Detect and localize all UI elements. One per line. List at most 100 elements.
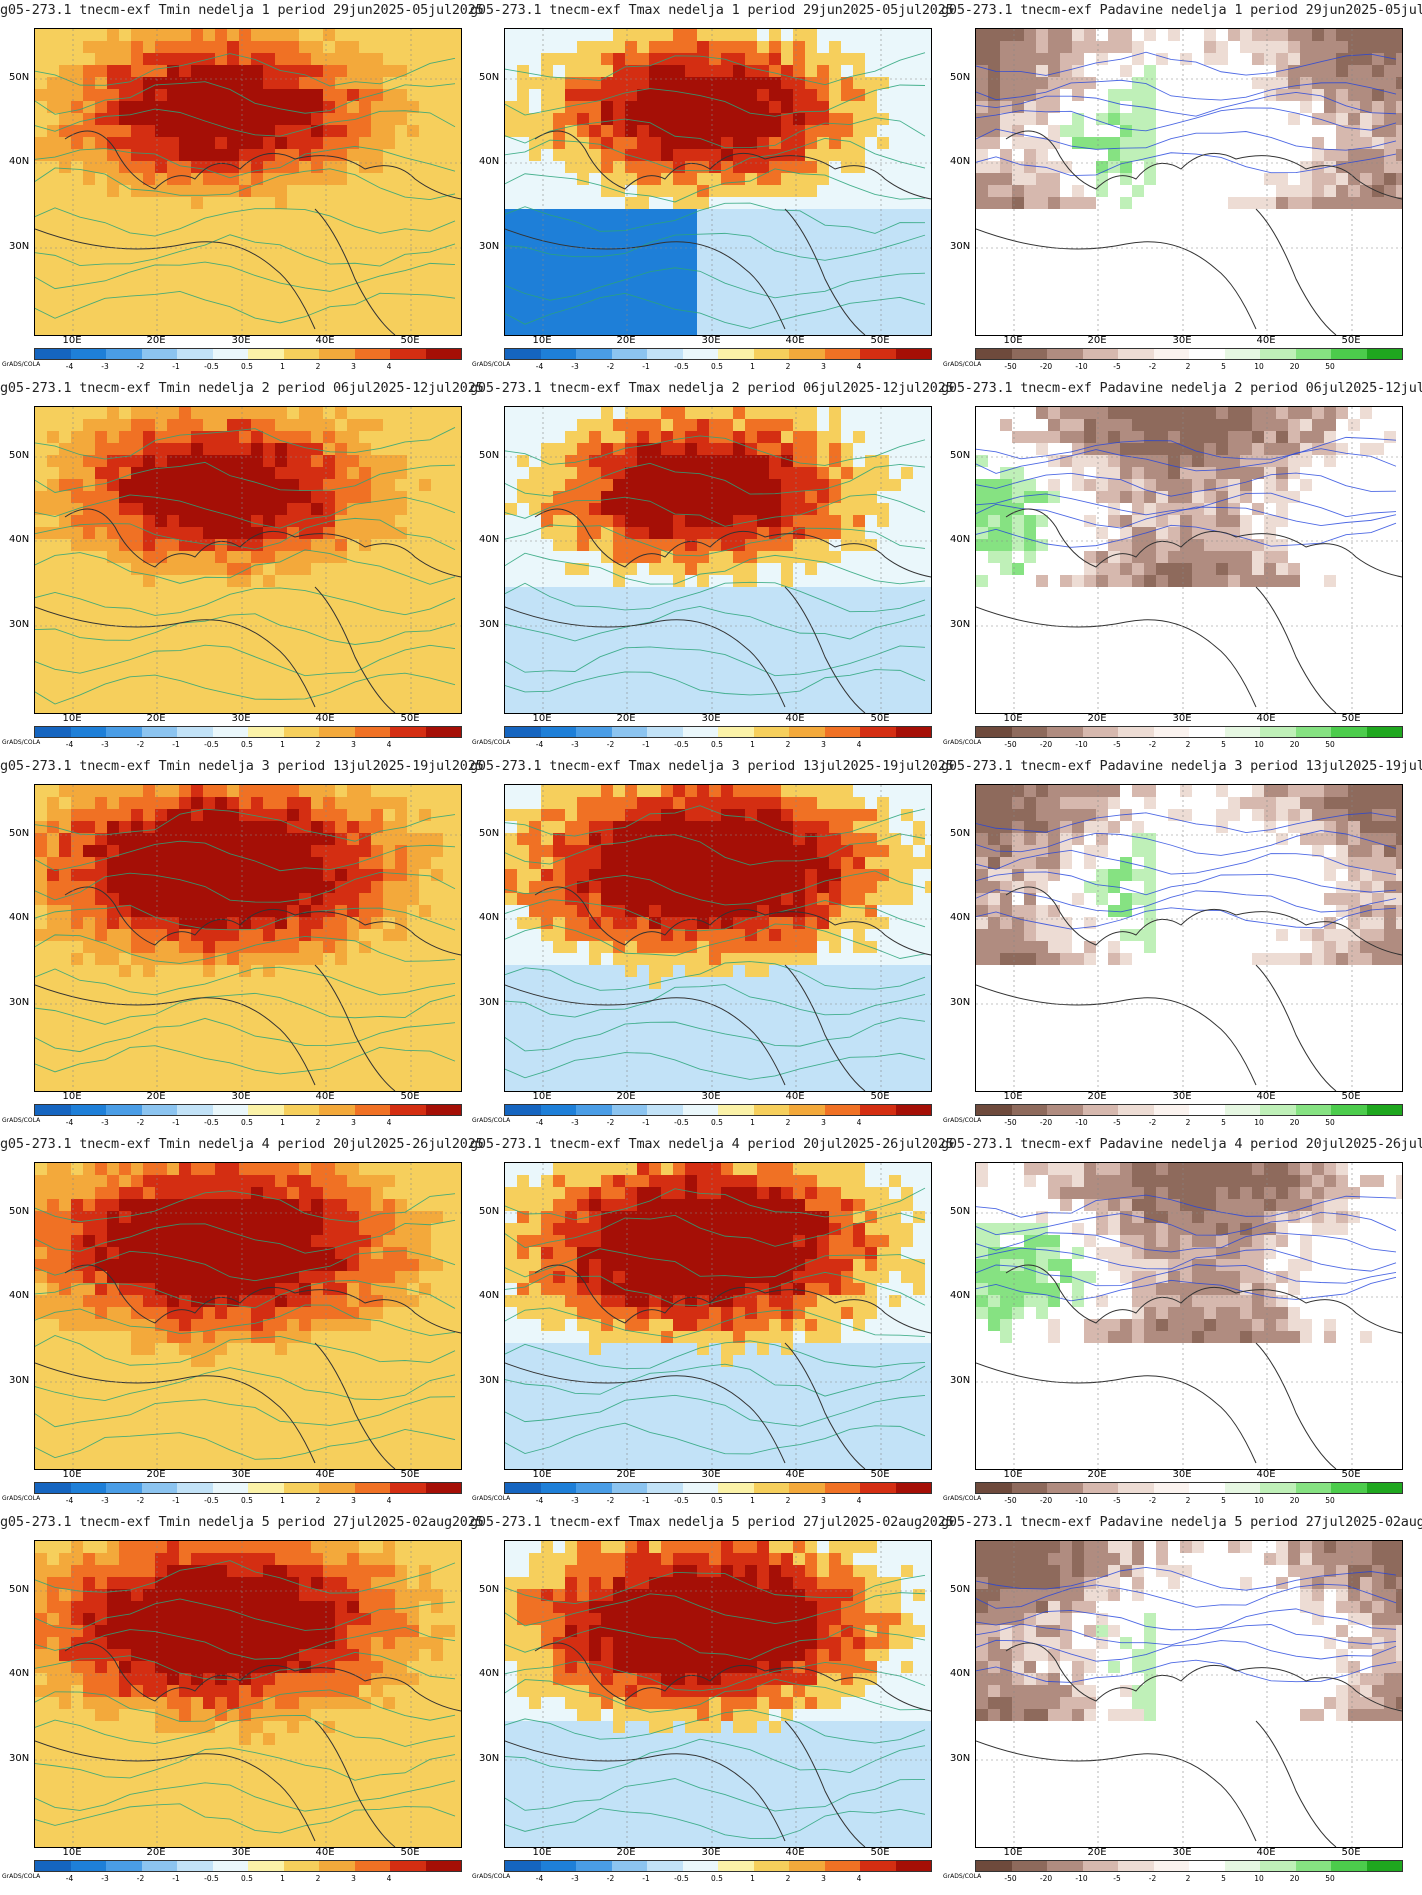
colorbar (975, 726, 1403, 738)
longitude-label: 20E (616, 335, 636, 346)
colorbar-swatch (789, 1483, 825, 1493)
grads-credit: GrADS/COLA (943, 1873, 982, 1880)
colorbar-swatch (1224, 1483, 1260, 1493)
longitude-label: 40E (315, 1469, 335, 1480)
colorbar-swatch (1082, 727, 1118, 737)
longitude-label: 40E (315, 1091, 335, 1102)
longitude-label: 40E (315, 1847, 335, 1858)
latitude-label: 40N (479, 1290, 500, 1301)
longitude-label: 40E (785, 335, 805, 346)
latitude-label: 50N (950, 1584, 971, 1595)
colorbar-swatch (1153, 727, 1189, 737)
colorbar-tick-label: -4 (535, 740, 544, 749)
colorbar-ticks: -4 -3 -2 -1 -0.5 0.5 1 2 3 4 (504, 362, 930, 372)
colorbar-tick-label: 0.5 (241, 740, 253, 749)
colorbar-tick-label: 4 (386, 1118, 392, 1127)
colorbar-swatch (1224, 727, 1260, 737)
colorbar-swatch (1189, 1861, 1225, 1871)
anomaly-field (976, 1541, 1402, 1847)
longitude-label: 50E (400, 1847, 420, 1858)
panel-title: g05-273.1 tnecm-exf Tmax nedelja 1 perio… (470, 2, 954, 18)
colorbar-tick-label: 3 (351, 362, 356, 371)
colorbar-swatch (576, 349, 612, 359)
colorbar-swatch (248, 727, 284, 737)
grads-credit: GrADS/COLA (2, 1495, 41, 1502)
colorbar-tick-label: -3 (571, 1118, 579, 1127)
longitude-label: 10E (62, 1091, 82, 1102)
longitude-label: 50E (1341, 713, 1361, 724)
colorbar-tick-label: -2 (136, 1496, 145, 1505)
colorbar-swatch (540, 349, 576, 359)
latitude-label: 30N (950, 619, 971, 630)
colorbar-swatch (860, 1105, 896, 1115)
map-panel: g05-273.1 tnecm-exf Tmax nedelja 1 perio… (470, 0, 954, 378)
colorbar (34, 348, 462, 360)
colorbar-tick-label: 3 (821, 362, 826, 371)
latitude-label: 30N (479, 241, 500, 252)
colorbar-tick-label: 0.5 (711, 1118, 723, 1127)
panel-title: g05-273.1 tnecm-exf Tmax nedelja 3 perio… (470, 758, 954, 774)
colorbar-tick-label: -5 (1113, 740, 1121, 749)
longitude-label: 40E (315, 713, 335, 724)
longitude-label: 30E (231, 335, 251, 346)
colorbar-tick-label: -2 (1148, 1496, 1157, 1505)
longitude-label: 30E (1172, 1091, 1192, 1102)
colorbar-tick-label: 1 (280, 740, 285, 749)
colorbar-tick-label: 4 (856, 740, 862, 749)
colorbar (34, 1482, 462, 1494)
colorbar-swatch (319, 1105, 355, 1115)
colorbar-tick-label: -4 (65, 1118, 74, 1127)
colorbar-tick-label: -4 (65, 1874, 74, 1883)
colorbar-tick-label: -0.5 (204, 1118, 219, 1127)
colorbar-tick-label: 5 (1221, 362, 1226, 371)
colorbar (504, 1860, 932, 1872)
forecast-map (975, 1162, 1403, 1470)
colorbar (34, 1860, 462, 1872)
longitude-label: 20E (616, 1091, 636, 1102)
colorbar-swatch (177, 727, 213, 737)
colorbar-tick-label: 3 (351, 1118, 356, 1127)
colorbar (504, 1482, 932, 1494)
colorbar-swatch (976, 1483, 1012, 1493)
colorbar-tick-label: 0.5 (711, 362, 723, 371)
colorbar-swatch (70, 1105, 106, 1115)
latitude-label: 30N (479, 997, 500, 1008)
anomaly-field (35, 1541, 461, 1847)
longitude-label: 50E (400, 713, 420, 724)
anomaly-field (505, 1541, 931, 1847)
colorbar (975, 348, 1403, 360)
longitude-label: 20E (146, 713, 166, 724)
longitude-label: 30E (701, 1847, 721, 1858)
map-panel: g05-273.1 tnecm-exf Padavine nedelja 2 p… (941, 378, 1422, 756)
colorbar-tick-label: 2 (785, 740, 791, 749)
colorbar-tick-label: -0.5 (204, 362, 219, 371)
colorbar-tick-label: -0.5 (674, 740, 689, 749)
colorbar-swatch (611, 727, 647, 737)
panel-title: g05-273.1 tnecm-exf Tmin nedelja 5 perio… (0, 1514, 484, 1530)
colorbar-tick-label: 2 (315, 1496, 321, 1505)
latitude-label: 40N (950, 1290, 971, 1301)
colorbar-swatch (390, 1105, 426, 1115)
forecast-map (34, 1540, 462, 1848)
latitude-label: 30N (9, 1375, 30, 1386)
colorbar-swatch (895, 1105, 931, 1115)
longitude-label: 20E (1087, 1091, 1107, 1102)
panel-title: g05-273.1 tnecm-exf Tmin nedelja 1 perio… (0, 2, 484, 18)
colorbar-swatch (1047, 727, 1083, 737)
colorbar-swatch (505, 349, 541, 359)
colorbar-swatch (1331, 1483, 1367, 1493)
colorbar-swatch (789, 727, 825, 737)
latitude-label: 40N (9, 534, 30, 545)
colorbar-swatch (248, 1861, 284, 1871)
colorbar-tick-label: -3 (101, 1118, 109, 1127)
colorbar-tick-label: -3 (571, 1874, 579, 1883)
colorbar-tick-label: -2 (1148, 1118, 1157, 1127)
colorbar-tick-label: -50 (1004, 1874, 1017, 1883)
longitude-label: 10E (532, 1469, 552, 1480)
longitude-label: 20E (146, 1847, 166, 1858)
colorbar-swatch (540, 1861, 576, 1871)
colorbar-tick-label: -4 (535, 1496, 544, 1505)
latitude-label: 50N (9, 72, 30, 83)
longitude-label: 20E (1087, 1469, 1107, 1480)
colorbar-swatch (611, 1483, 647, 1493)
